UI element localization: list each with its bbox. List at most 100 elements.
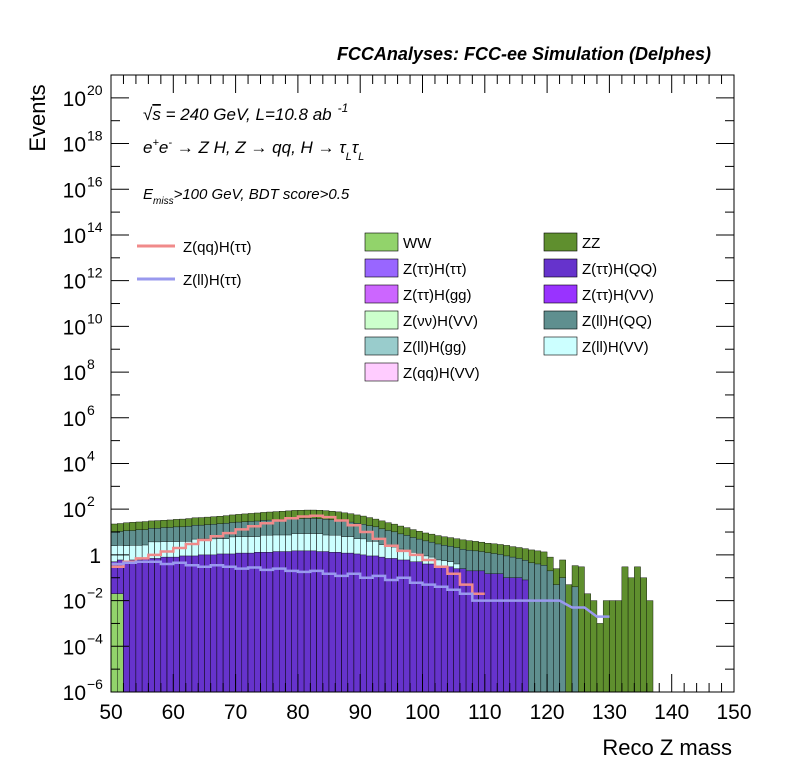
legend-swatch-10 bbox=[364, 362, 399, 382]
legend-label-9: Z(ll)H(VV) bbox=[582, 339, 649, 356]
legend-label-4: Z(ττ)H(gg) bbox=[403, 287, 472, 304]
bar-ww-51 bbox=[117, 593, 124, 693]
bar-ztt_qq-106 bbox=[459, 568, 467, 693]
bar-ztt_qq-69 bbox=[229, 553, 236, 693]
x-tick-label-90: 90 bbox=[349, 701, 372, 724]
emiss-e: E bbox=[143, 186, 154, 203]
bar-ztt_qq-55 bbox=[141, 558, 149, 693]
x-tick-label-50: 50 bbox=[99, 701, 122, 724]
bar-ztt_qq-114 bbox=[509, 577, 517, 693]
legend-swatch-1 bbox=[543, 232, 578, 252]
bar-ztt_qq-63 bbox=[191, 555, 199, 693]
x-tick-label-80: 80 bbox=[286, 701, 309, 724]
sqrt-s: s bbox=[152, 105, 161, 124]
bar-ztt_qq-73 bbox=[254, 552, 261, 693]
y-tick-exponent--4: −4 bbox=[87, 630, 103, 646]
electron-1: e bbox=[143, 138, 152, 157]
legend-label-2: Z(ττ)H(ττ) bbox=[403, 261, 467, 278]
y-tick-exponent-14: 14 bbox=[87, 219, 103, 235]
x-tick-label-120: 120 bbox=[530, 701, 565, 724]
bar-ztt_qq-116 bbox=[521, 579, 529, 693]
legend-swatch-3 bbox=[543, 258, 578, 278]
y-tick-label-16: 10 bbox=[63, 179, 86, 202]
bar-ztt_qq-56 bbox=[148, 558, 155, 693]
legend-label-8: Z(ll)H(gg) bbox=[403, 339, 466, 356]
bar-zll_qq-122 bbox=[559, 577, 566, 693]
y-tick-exponent-4: 4 bbox=[87, 447, 95, 463]
bar-ww-50 bbox=[110, 593, 118, 693]
bar-zll_qq-117 bbox=[528, 562, 535, 693]
legend-fills: WW ZZ Z(ττ)H(ττ) Z(ττ)H(QQ) Z(ττ)H(gg) Z(ττ)H… bbox=[364, 232, 657, 382]
lumi-unit-sup: -1 bbox=[338, 101, 349, 115]
bar-ztt_qq-60 bbox=[173, 556, 180, 693]
bar-zz-135 bbox=[640, 577, 647, 693]
y-tick-exponent-20: 20 bbox=[87, 82, 103, 98]
x-tick-label-110: 110 bbox=[468, 701, 501, 724]
bar-ztt_qq-75 bbox=[266, 552, 274, 693]
bar-zll_qq-124 bbox=[571, 586, 579, 693]
bar-ztt_qq-66 bbox=[210, 554, 218, 693]
y-tick-label-2: 10 bbox=[63, 499, 86, 522]
bar-ztt_qq-110 bbox=[484, 573, 492, 693]
bar-ztt_qq-77 bbox=[279, 551, 286, 693]
y-tick-label--4: 10 bbox=[63, 636, 86, 659]
bar-ztt_qq-57 bbox=[154, 558, 162, 693]
legend-swatch-0 bbox=[364, 232, 399, 252]
bar-zz-130 bbox=[609, 600, 616, 693]
bar-ztt_qq-78 bbox=[285, 551, 292, 693]
electron-1-sup: + bbox=[152, 137, 159, 149]
tau-1-sub: L bbox=[346, 151, 352, 163]
y-tick-exponent-8: 8 bbox=[87, 356, 95, 372]
annotation-line-2: e+e- → Z H, Z → qq, H → τLτL bbox=[143, 137, 364, 163]
x-axis-label: Reco Z mass bbox=[602, 735, 732, 760]
bar-ztt_qq-74 bbox=[260, 552, 267, 693]
legend-label-7: Z(ll)H(QQ) bbox=[582, 313, 652, 330]
y-axis-label: Events bbox=[25, 84, 50, 151]
y-tick-label--2: 10 bbox=[63, 591, 86, 614]
x-tick-label-100: 100 bbox=[405, 701, 440, 724]
y-tick-label-18: 10 bbox=[63, 134, 86, 157]
legend-swatch-4 bbox=[364, 284, 399, 304]
line-layer bbox=[111, 514, 610, 618]
legend-lines: Z(qq)H(ττ) Z(ll)H(ττ) bbox=[137, 239, 252, 289]
bar-ztt_qq-59 bbox=[166, 556, 174, 693]
bar-zz-125 bbox=[578, 566, 585, 693]
bar-ztt_qq-70 bbox=[235, 552, 243, 693]
legend-swatch-2 bbox=[364, 258, 399, 278]
bar-zz-123 bbox=[565, 584, 573, 693]
bar-ztt_qq-111 bbox=[490, 573, 498, 693]
bar-ztt_qq-105 bbox=[453, 568, 461, 693]
y-tick-exponent-12: 12 bbox=[87, 265, 103, 281]
chart-title: FCCAnalyses: FCC-ee Simulation (Delphes) bbox=[337, 44, 711, 64]
y-tick-label--6: 10 bbox=[63, 682, 86, 705]
bar-zz-133 bbox=[627, 577, 635, 693]
annotation-block: √s = 240 GeV, L=10.8 ab -1 e+e- → Z H, Z … bbox=[143, 101, 364, 207]
bar-ztt_qq-76 bbox=[272, 551, 280, 693]
electron-2-sup: - bbox=[168, 137, 172, 149]
bar-ztt_qq-52 bbox=[123, 561, 130, 693]
process-text: → Z H, Z → qq, H → τ bbox=[172, 138, 347, 157]
x-tick-label-60: 60 bbox=[162, 701, 185, 724]
bar-ztt_qq-72 bbox=[247, 552, 255, 693]
line-zll-htt bbox=[111, 560, 610, 618]
legend-line-label-1: Z(ll)H(ττ) bbox=[183, 272, 242, 289]
bar-ztt_qq-62 bbox=[185, 555, 193, 693]
legend-line-label-0: Z(qq)H(ττ) bbox=[183, 239, 252, 256]
bar-ztt_qq-58 bbox=[160, 556, 168, 693]
line-zqq-htt bbox=[111, 514, 485, 595]
legend-label-1: ZZ bbox=[582, 235, 600, 252]
legend-label-5: Z(ττ)H(VV) bbox=[582, 287, 654, 304]
bar-ztt_qq-68 bbox=[222, 553, 230, 693]
y-tick-exponent-10: 10 bbox=[87, 310, 103, 326]
bar-ztt_qq-54 bbox=[135, 559, 143, 693]
bar-ztt_qq-65 bbox=[204, 554, 211, 693]
bar-ztt_qq-53 bbox=[129, 559, 137, 693]
x-axis-ticks: 50 60 70 80 90 100 110 120 130 140 150 bbox=[99, 75, 752, 724]
y-tick-exponent-6: 6 bbox=[87, 402, 95, 418]
bar-zz-136 bbox=[646, 600, 654, 693]
y-tick-label-14: 10 bbox=[63, 225, 86, 248]
legend-swatch-8 bbox=[364, 336, 399, 356]
legend-label-6: Z(νν)H(VV) bbox=[403, 313, 478, 330]
emiss-sub: miss bbox=[153, 196, 174, 207]
